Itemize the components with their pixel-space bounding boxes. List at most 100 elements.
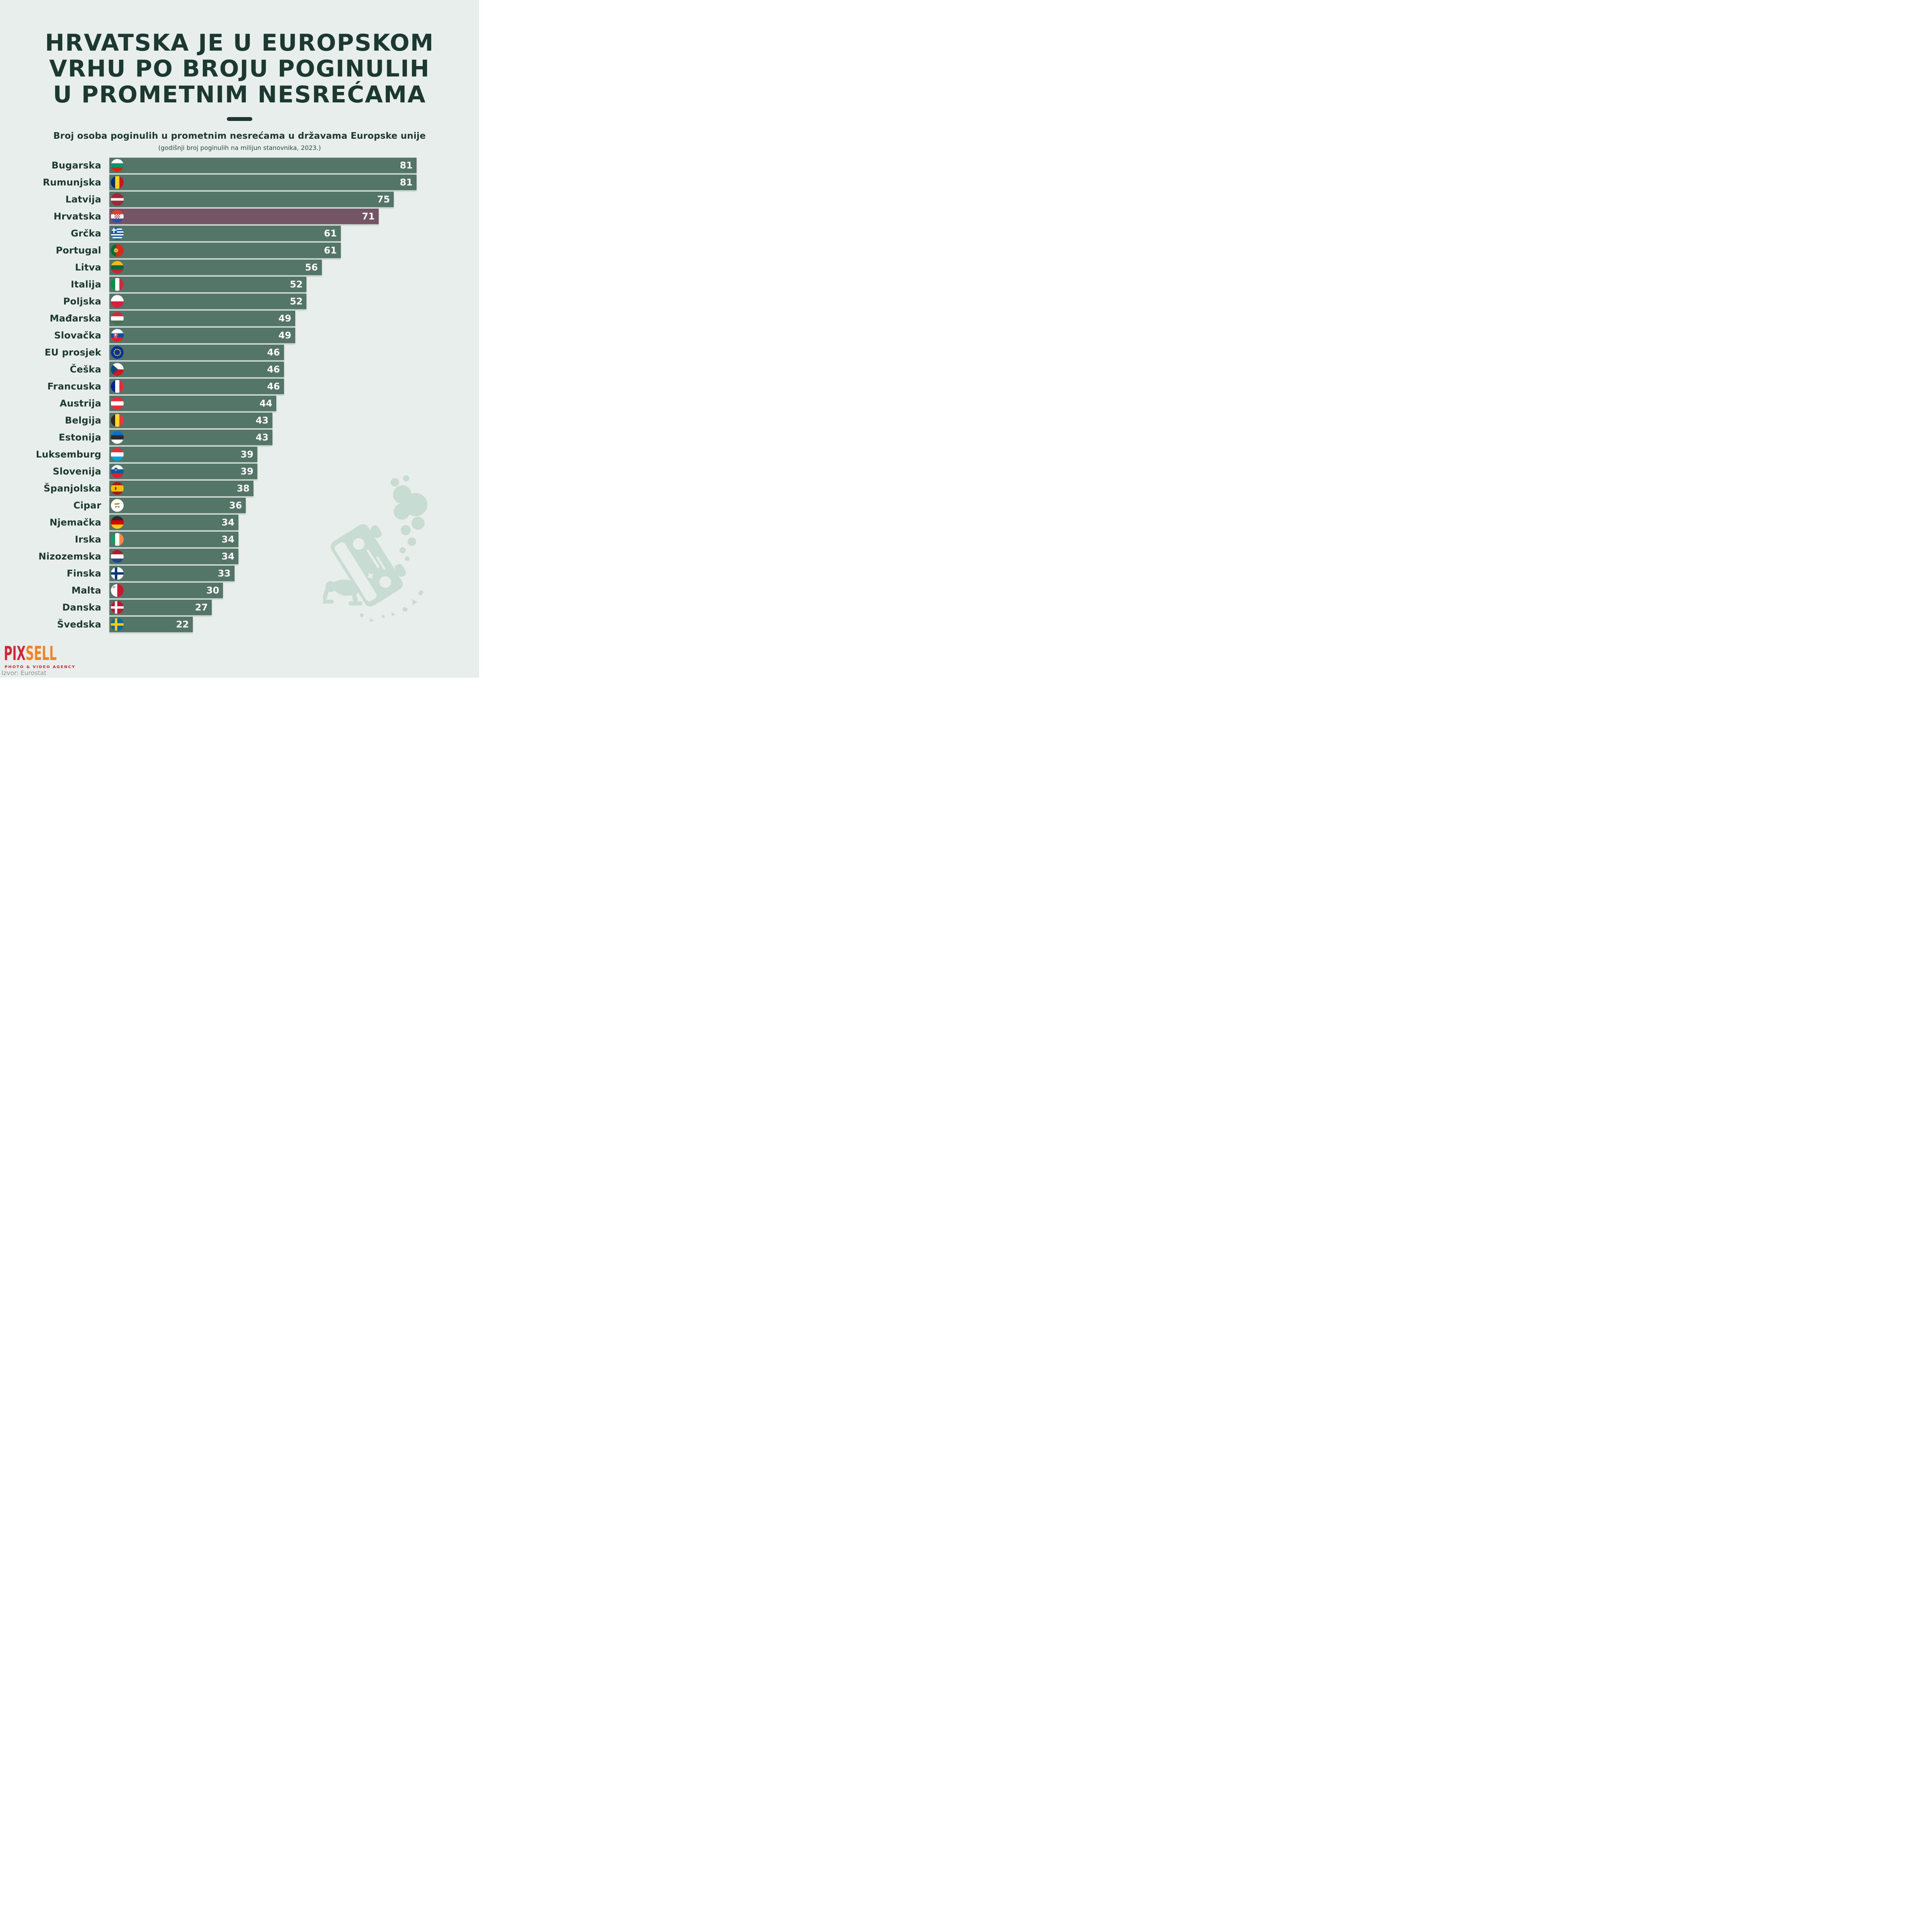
country-label: Hrvatska xyxy=(53,211,101,222)
country-label: Danska xyxy=(62,602,101,613)
bar-value: 75 xyxy=(377,194,390,205)
bar-track: 43 xyxy=(109,430,479,445)
bar-value: 52 xyxy=(289,296,303,307)
chart-row: Portugal 61 xyxy=(0,243,479,258)
page: HRVATSKA JE U EUROPSKOM VRHU PO BROJU PO… xyxy=(0,0,479,678)
bar-track: 39 xyxy=(109,464,479,479)
bar-track: 34 xyxy=(109,532,479,547)
country-label: Slovenija xyxy=(53,466,101,477)
country-label: Malta xyxy=(71,585,101,596)
flag-germany xyxy=(111,516,124,529)
country-label: Njemačka xyxy=(49,517,101,528)
bar-value: 71 xyxy=(362,211,375,222)
bar-bugarska: 81 xyxy=(109,158,417,173)
chart-row: Nizozemska 34 xyxy=(0,549,479,564)
chart-row: Cipar 36 xyxy=(0,498,479,513)
flag-bulgaria xyxy=(111,159,124,172)
title-line-3: U PROMETNIM NESREĆAMA xyxy=(53,81,426,108)
bar-track: 52 xyxy=(109,277,479,292)
country-label: Mađarska xyxy=(49,313,101,324)
bar-value: 52 xyxy=(289,279,303,290)
flag-croatia xyxy=(111,210,124,223)
flag-spain xyxy=(111,482,124,495)
bar-value: 61 xyxy=(324,228,337,239)
bar-value: 36 xyxy=(229,500,242,511)
bar-rumunjska: 81 xyxy=(109,175,417,190)
bar-track: 44 xyxy=(109,396,479,411)
bar-track: 46 xyxy=(109,345,479,360)
bar-litva: 56 xyxy=(109,260,322,275)
bar-slovenija: 39 xyxy=(109,464,257,479)
country-label: Irska xyxy=(75,534,101,545)
flag-hungary xyxy=(111,312,124,325)
chart-row: Španjolska 38 xyxy=(0,481,479,496)
chart-row: Luksemburg 39 xyxy=(0,447,479,462)
bar-italija: 52 xyxy=(109,277,307,292)
bar-track: 22 xyxy=(109,617,479,632)
chart-row: Njemačka 34 xyxy=(0,515,479,530)
flag-malta xyxy=(111,584,124,597)
flag-belgium xyxy=(111,414,124,427)
flag-italy xyxy=(111,278,124,291)
chart-row: Slovačka 49 xyxy=(0,328,479,343)
country-label: Italija xyxy=(71,279,101,290)
bar-track: 43 xyxy=(109,413,479,428)
bar-track: 81 xyxy=(109,158,479,173)
chart-row: Danska 27 xyxy=(0,600,479,615)
bar-latvija: 75 xyxy=(109,192,394,207)
chart-row: Slovenija 39 xyxy=(0,464,479,479)
bar-value: 61 xyxy=(324,245,337,256)
bar-hrvatska: 71 xyxy=(109,209,379,224)
chart-row: Češka 46 xyxy=(0,362,479,377)
country-label: Francuska xyxy=(47,381,101,392)
title-line-2: VRHU PO BROJU POGINULIH xyxy=(49,55,430,82)
country-label: Estonija xyxy=(59,432,101,443)
bar-chart: Bugarska 81 Rumunjska 81 Latvija 75 Hrvatska 71… xyxy=(0,158,479,632)
bar-track: 34 xyxy=(109,549,479,564)
bar-estonija: 43 xyxy=(109,430,272,445)
bar-track: 46 xyxy=(109,362,479,377)
bar-francuska: 46 xyxy=(109,379,284,394)
chart-row: Latvija 75 xyxy=(0,192,479,207)
flag-luxembourg xyxy=(111,448,124,461)
bar-track: 49 xyxy=(109,328,479,343)
flag-czechia xyxy=(111,363,124,376)
chart-row: Finska 33 xyxy=(0,566,479,581)
chart-row: Bugarska 81 xyxy=(0,158,479,173)
country-label: Belgija xyxy=(65,415,101,426)
bar-track: 39 xyxy=(109,447,479,462)
country-label: Litva xyxy=(75,262,101,273)
flag-austria xyxy=(111,397,124,410)
bar-value: 34 xyxy=(221,517,235,528)
bar-track: 81 xyxy=(109,175,479,190)
country-label: Češka xyxy=(70,364,101,375)
flag-ireland xyxy=(111,533,124,546)
bar-track: 56 xyxy=(109,260,479,275)
bar-value: 81 xyxy=(400,160,413,171)
flag-netherlands xyxy=(111,550,124,563)
bar-value: 56 xyxy=(305,262,318,273)
flag-slovenia xyxy=(111,465,124,478)
country-label: Slovačka xyxy=(54,330,101,341)
bar-španjolska: 38 xyxy=(109,481,253,496)
chart-row: Grčka 61 xyxy=(0,226,479,241)
bar-track: 75 xyxy=(109,192,479,207)
bar-belgija: 43 xyxy=(109,413,272,428)
flag-cyprus xyxy=(111,499,124,512)
page-title: HRVATSKA JE U EUROPSKOM VRHU PO BROJU PO… xyxy=(15,30,464,108)
bar-češka: 46 xyxy=(109,362,284,377)
bar-value: 30 xyxy=(206,585,219,596)
chart-row: Rumunjska 81 xyxy=(0,175,479,190)
bar-value: 38 xyxy=(236,483,250,494)
chart-row: Mađarska 49 xyxy=(0,311,479,326)
country-label: Portugal xyxy=(56,245,101,256)
bar-eu-prosjek: 46 xyxy=(109,345,284,360)
bar-track: 52 xyxy=(109,294,479,309)
title-line-1: HRVATSKA JE U EUROPSKOM xyxy=(45,29,434,56)
bar-value: 33 xyxy=(218,568,231,579)
chart-row: Italija 52 xyxy=(0,277,479,292)
bar-mađarska: 49 xyxy=(109,311,295,326)
bar-švedska: 22 xyxy=(109,617,193,632)
flag-romania xyxy=(111,176,124,189)
flag-portugal xyxy=(111,244,124,257)
